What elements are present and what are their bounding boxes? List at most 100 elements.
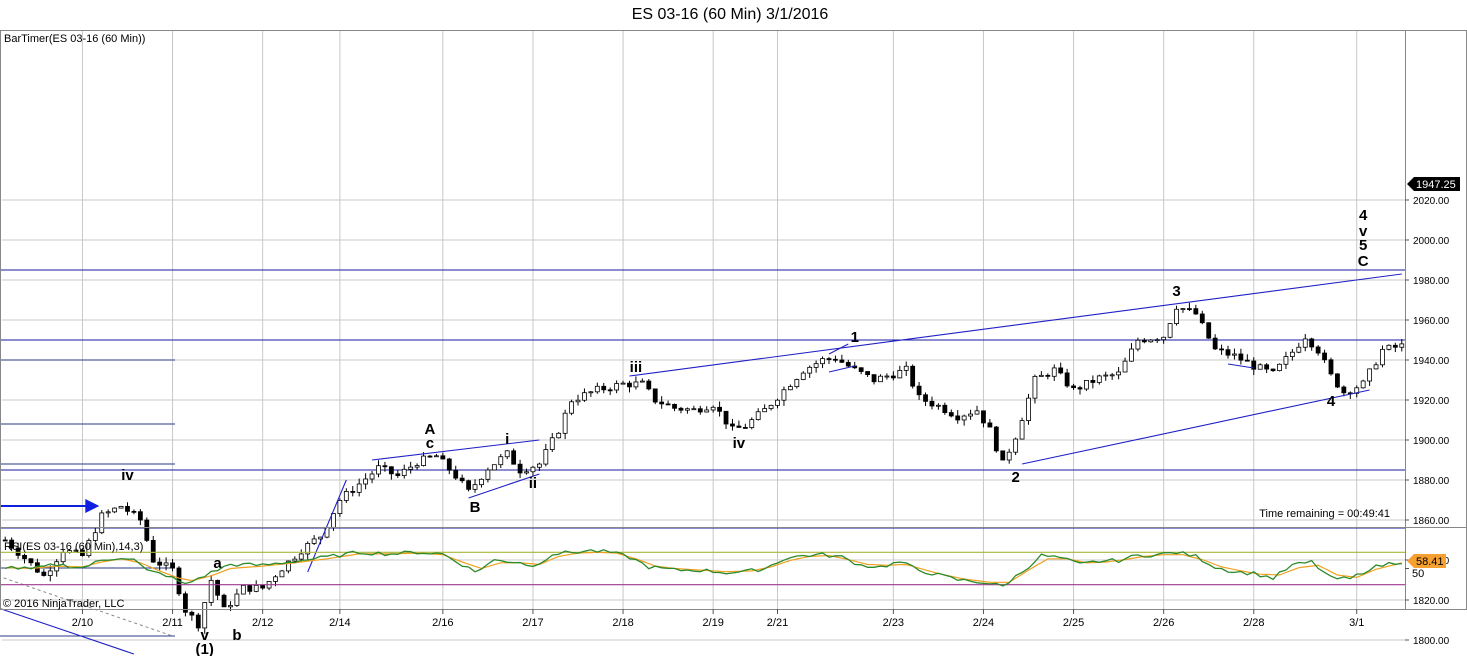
candle-down xyxy=(440,455,446,460)
candle-down xyxy=(125,505,130,512)
candle-down xyxy=(183,593,188,613)
candle-up xyxy=(479,478,484,486)
candle-down xyxy=(511,450,517,465)
candle-up xyxy=(1360,380,1366,389)
candle-up xyxy=(414,465,420,468)
price-tick-label: 1860.00 xyxy=(1413,516,1450,527)
wave-label: 2 xyxy=(1011,469,1019,486)
candle-down xyxy=(1328,359,1334,375)
trendlines xyxy=(0,273,1402,655)
time-tick-label: 3/1 xyxy=(1349,617,1364,629)
candle-up xyxy=(549,437,555,450)
candle-down xyxy=(955,415,961,421)
candle-up xyxy=(1109,374,1115,377)
candle-down xyxy=(871,374,877,383)
candle-up xyxy=(614,383,620,391)
candle-up xyxy=(762,408,768,413)
candle-up xyxy=(704,409,710,413)
candle-up xyxy=(163,562,169,566)
candle-up xyxy=(491,464,497,471)
candle-up xyxy=(1096,375,1102,383)
time-tick-label: 2/25 xyxy=(1063,617,1084,629)
candle-up xyxy=(1135,339,1141,350)
wave-label: A xyxy=(425,421,436,438)
candle-down xyxy=(627,382,632,388)
time-tick-label: 2/17 xyxy=(522,617,543,629)
candle-up xyxy=(1006,451,1012,461)
candle-up xyxy=(485,469,491,480)
price-tick-label: 2000.00 xyxy=(1413,236,1450,247)
wave-label: ii xyxy=(529,475,537,492)
candle-down xyxy=(916,385,922,396)
rsi-series xyxy=(0,549,1405,587)
candle-down xyxy=(247,584,253,592)
candle-up xyxy=(99,512,105,534)
candle-down xyxy=(833,358,838,361)
candle-up xyxy=(562,412,568,434)
candle-up xyxy=(1386,344,1392,350)
trendline xyxy=(1021,389,1370,465)
wave-label: 5 xyxy=(1359,237,1367,254)
time-tick-label: 2/10 xyxy=(72,617,93,629)
candle-down xyxy=(1000,450,1006,461)
candle-down xyxy=(195,614,201,629)
candle-down xyxy=(607,389,613,392)
candle-down xyxy=(948,412,954,417)
candle-up xyxy=(498,456,504,466)
candlestick-series xyxy=(2,302,1405,634)
candle-down xyxy=(890,375,896,379)
candle-up xyxy=(1161,336,1167,341)
wave-label: a xyxy=(213,555,222,572)
candle-up xyxy=(936,404,941,407)
price-tick-label: 1960.00 xyxy=(1413,316,1450,327)
last-price-marker: 1947.25 xyxy=(1407,177,1460,191)
candle-up xyxy=(504,450,510,458)
candle-up xyxy=(1013,438,1019,453)
candle-down xyxy=(459,477,465,482)
time-tick-label: 2/11 xyxy=(162,617,183,629)
candle-up xyxy=(202,602,208,629)
time-tick-label: 2/18 xyxy=(612,617,633,629)
trendline xyxy=(371,439,540,461)
candle-up xyxy=(556,432,562,439)
candle-down xyxy=(446,458,452,471)
trendline xyxy=(828,365,855,373)
candle-down xyxy=(466,480,471,490)
candle-down xyxy=(993,426,999,452)
wave-label: b xyxy=(232,627,241,644)
candle-down xyxy=(601,385,607,391)
time-tick-label: 2/12 xyxy=(252,617,273,629)
last-price-label: 1947.25 xyxy=(1416,179,1456,191)
candle-down xyxy=(382,465,388,468)
candle-down xyxy=(215,579,220,596)
candle-up xyxy=(1277,363,1282,372)
candle-down xyxy=(1219,348,1224,351)
candle-up xyxy=(1296,346,1302,353)
candle-down xyxy=(9,539,15,549)
price-tick-label: 1980.00 xyxy=(1413,276,1450,287)
candle-up xyxy=(298,553,304,560)
candle-up xyxy=(285,560,291,572)
candle-down xyxy=(427,455,433,458)
rsi-level-label: 50 xyxy=(1412,568,1424,580)
candle-up xyxy=(1373,364,1379,370)
candle-down xyxy=(845,361,851,367)
candle-down xyxy=(1141,339,1147,343)
candle-up xyxy=(1032,376,1038,399)
candle-down xyxy=(1212,337,1218,350)
candle-down xyxy=(923,394,928,402)
candle-up xyxy=(1038,374,1044,377)
candle-up xyxy=(575,399,581,403)
candle-up xyxy=(1122,360,1128,373)
candle-up xyxy=(530,466,536,473)
time-tick-label: 2/26 xyxy=(1153,617,1174,629)
candle-up xyxy=(794,379,800,388)
candle-up xyxy=(582,392,587,401)
trendline xyxy=(629,273,1402,377)
candle-down xyxy=(1270,368,1276,372)
candle-up xyxy=(755,411,761,421)
candle-up xyxy=(903,365,909,371)
candle-down xyxy=(41,571,47,576)
wave-label: 3 xyxy=(1172,283,1180,300)
